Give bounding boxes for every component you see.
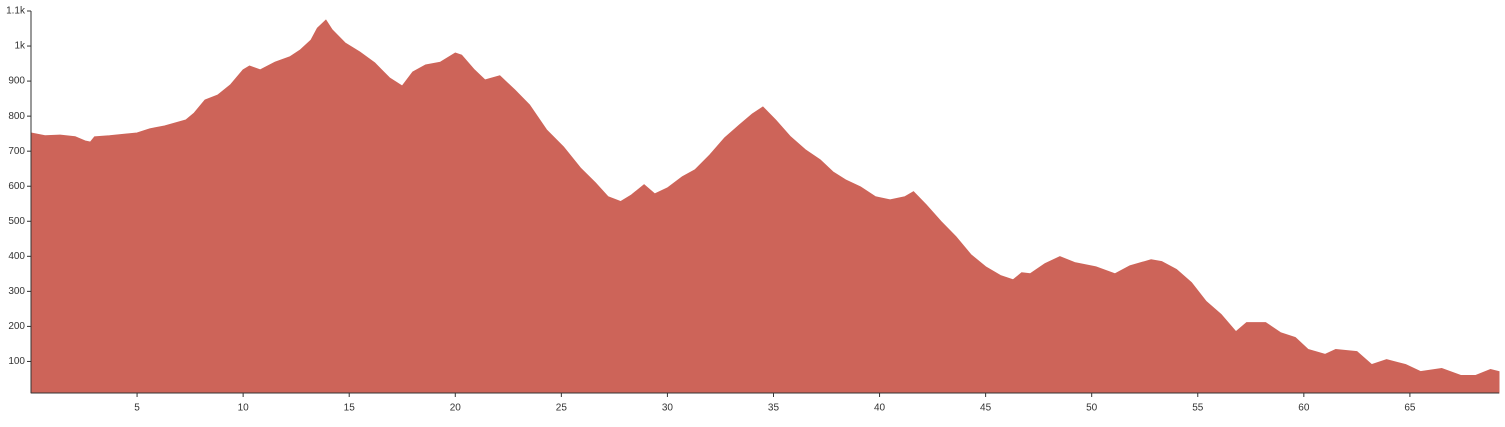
y-tick-label: 300 <box>8 286 25 297</box>
y-tick-label: 700 <box>8 146 25 157</box>
x-tick-label: 35 <box>768 403 780 414</box>
x-tick-label: 20 <box>450 403 462 414</box>
x-tick-label: 5 <box>134 403 140 414</box>
y-tick-label: 200 <box>8 321 25 332</box>
y-tick-label: 400 <box>8 251 25 262</box>
x-tick-label: 55 <box>1192 403 1204 414</box>
y-tick-label: 500 <box>8 216 25 227</box>
elevation-area <box>30 19 1500 394</box>
x-tick-label: 10 <box>238 403 250 414</box>
x-tick-label: 15 <box>344 403 356 414</box>
y-tick-label: 1k <box>14 41 26 52</box>
x-tick-label: 45 <box>980 403 992 414</box>
x-tick-label: 65 <box>1404 403 1416 414</box>
y-tick-label: 600 <box>8 181 25 192</box>
x-tick-label: 60 <box>1298 403 1310 414</box>
y-tick-label: 100 <box>8 356 25 367</box>
x-tick-label: 30 <box>662 403 674 414</box>
y-tick-label: 1.1k <box>6 6 26 17</box>
x-tick-label: 25 <box>556 403 568 414</box>
y-tick-label: 800 <box>8 111 25 122</box>
x-tick-label: 50 <box>1086 403 1098 414</box>
y-tick-label: 900 <box>8 76 25 87</box>
x-tick-label: 40 <box>874 403 886 414</box>
